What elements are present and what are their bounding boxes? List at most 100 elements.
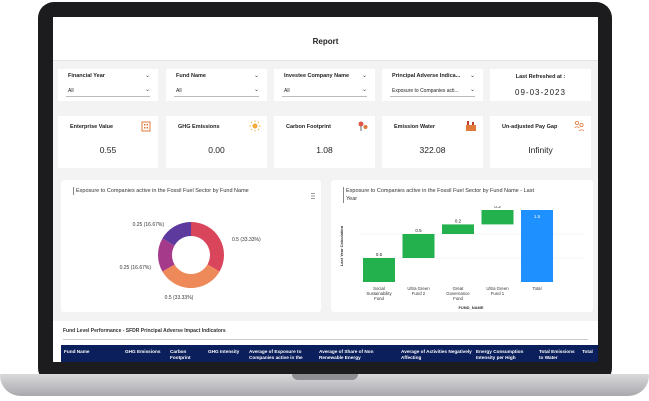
donut-chart-panel: Exposure to Companies active in the Foss… [61,180,321,312]
donut-slice[interactable] [162,222,191,246]
column-header[interactable]: Carbon Footprint [170,349,191,360]
filter-value: All [68,88,74,94]
column-header[interactable]: Energy Consumption Intensity per High [476,349,524,360]
column-header[interactable]: Average of Activities Negatively Affecti… [401,349,472,360]
bar-data-label: 0.5 [415,228,422,233]
footprint-icon [358,121,368,131]
x-tick-label: Total [532,286,541,291]
laptop-base [0,374,649,396]
filter-label: Fund Name [176,73,206,79]
chevron-down-icon[interactable]: ⌄ [253,87,259,93]
bar-data-label: 1.5 [534,214,541,219]
divider [390,96,475,97]
filter-label: Financial Year [68,73,105,79]
waterfall-chart-title: Exposure to Companies active in the Foss… [343,187,534,203]
divider [282,96,367,97]
filter-label: Investee Company Name [284,73,350,79]
chevron-down-icon[interactable]: ⌄ [469,73,475,79]
column-header[interactable]: Total Emissions to Water [539,349,575,360]
waterfall-bar[interactable] [442,224,474,234]
kpi-value: 0.55 [99,145,117,155]
column-header[interactable]: GHG Intensity [208,349,240,354]
waterfall-chart-panel: Exposure to Companies active in the Foss… [331,180,593,312]
filter-icon[interactable] [310,192,316,200]
laptop-notch [292,374,358,380]
last-refreshed: Last Refreshed at : 09-03-2023 [490,69,591,101]
filter-value: All [284,88,290,94]
report-title: Report [312,37,339,46]
donut-slice-label: 0.25 (16.67%) [133,222,165,228]
donut-slice[interactable] [162,264,220,289]
filter-investee-company[interactable]: Investee Company Name ⌄ All ⌄ [274,69,375,101]
column-header[interactable]: Fund Name [64,349,90,354]
waterfall-bar[interactable] [521,210,553,282]
factory-icon [466,121,476,131]
bar-data-label: 0.3 [494,206,501,209]
dashboard-screen: Report Financial Year ⌄ All ⌄ Fund Name … [53,17,598,362]
divider [63,339,588,340]
kpi-value: 1.08 [316,145,333,155]
filter-fund-name[interactable]: Fund Name ⌄ All ⌄ [166,69,267,101]
chevron-down-icon[interactable]: ⌄ [361,87,367,93]
waterfall-title-line2: Year [346,196,358,202]
waterfall-bar[interactable] [402,234,435,258]
table-title: Fund Level Performance - SFDR Principal … [63,328,226,334]
fund-performance-table: Fund Level Performance - SFDR Principal … [53,321,598,362]
x-tick-label: Ultra Green Fund 2 [407,286,430,296]
filter-label: Principal Adverse Indica... [392,73,461,79]
chevron-down-icon[interactable]: ⌄ [144,87,150,93]
filter-principal-adverse[interactable]: Principal Adverse Indica... ⌄ Exposure t… [382,69,483,101]
kpi-label: Enterprise Value [70,124,114,130]
building-icon [141,121,151,132]
x-tick-label: Great Governance Fund [446,286,470,301]
kpi-value: 0.00 [208,145,225,155]
refresh-value: 09-03-2023 [515,88,566,97]
kpi-carbon-footprint: Carbon Footprint 1.08 [274,116,375,168]
waterfall-chart: Last Year Calculation 0.5 Social Sustainabi… [339,206,583,310]
x-tick-label: Ultra Green Fund 1 [486,286,509,296]
bar-data-label: 0.2 [455,218,462,223]
chevron-down-icon[interactable]: ⌄ [469,87,475,93]
x-tick-label: Social Sustainability Fund [366,286,392,301]
kpi-label: Un-adjusted Pay Gap [502,124,558,130]
column-header[interactable]: GHG Emissions [125,349,161,354]
donut-chart-title: Exposure to Companies active in the Foss… [73,187,249,195]
column-header[interactable]: Total [582,349,593,354]
waterfall-bar[interactable] [363,258,395,282]
waterfall-bar[interactable] [481,210,514,225]
refresh-label: Last Refreshed at : [515,74,566,80]
donut-slice-label: 0.25 (16.67%) [120,265,152,271]
table-header: Fund Name GHG Emissions Carbon Footprint… [61,345,598,362]
kpi-label: GHG Emissions [178,124,220,130]
divider [174,96,259,97]
bar-data-label: 0.5 [376,252,383,257]
kpi-value: Infinity [528,145,553,155]
y-axis-label: Last Year Calculation [339,225,344,266]
sun-icon [249,120,261,132]
filter-value: Exposure to Companies acti... [392,88,459,94]
chevron-down-icon[interactable]: ⌄ [144,73,150,79]
divider [66,96,150,97]
waterfall-title-line1: Exposure to Companies active in the Foss… [346,188,535,194]
report-header: Report [53,17,598,61]
donut-slice[interactable] [158,238,175,272]
kpi-enterprise-value: Enterprise Value 0.55 [58,116,158,168]
kpi-label: Carbon Footprint [286,124,331,130]
x-axis-label: FUND_NAME [458,305,483,310]
filter-financial-year[interactable]: Financial Year ⌄ All ⌄ [58,69,158,101]
donut-chart: 0.5 (33.33%) 0.5 (33.33%) 0.25 (16.67%) 0.2… [120,222,261,301]
donut-slice-label: 0.5 (33.33%) [232,237,261,243]
donut-slice-label: 0.5 (33.33%) [165,295,194,301]
kpi-value: 322.08 [419,145,446,155]
kpi-pay-gap: Un-adjusted Pay Gap Infinity [490,116,591,168]
kpi-ghg-emissions: GHG Emissions 0.00 [166,116,267,168]
chevron-down-icon[interactable]: ⌄ [253,73,259,79]
chevron-down-icon[interactable]: ⌄ [361,73,367,79]
people-icon [574,120,585,132]
kpi-label: Emission Water [394,124,436,130]
filter-value: All [176,88,182,94]
donut-slice[interactable] [191,222,225,272]
kpi-emission-water: Emission Water 322.08 [382,116,483,168]
column-header[interactable]: Average of Exposure to Companies active … [249,349,303,360]
column-header[interactable]: Average of Share of Non Renewable Energy [319,349,374,360]
